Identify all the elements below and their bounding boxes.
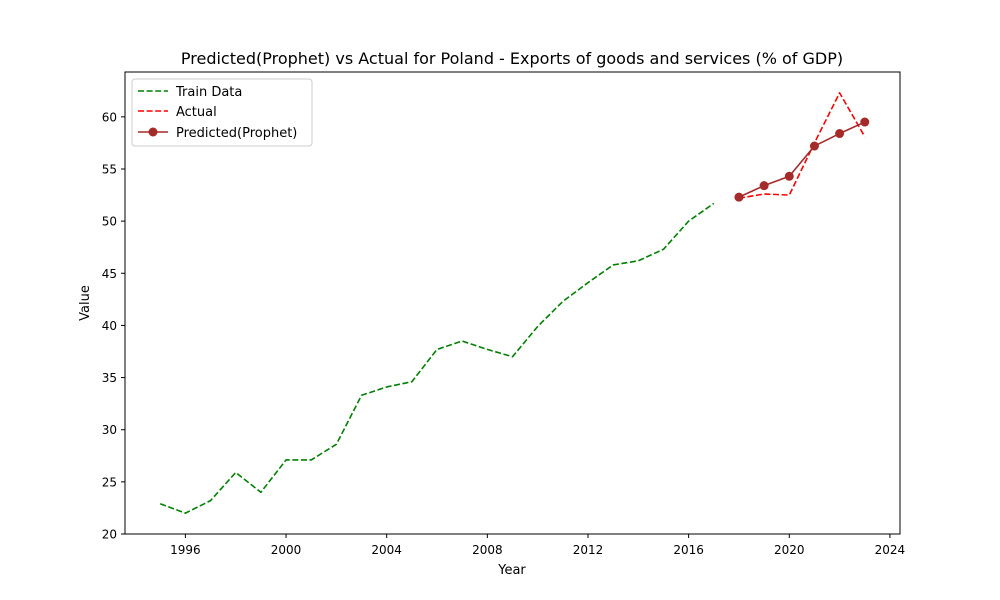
plot-area — [124, 71, 901, 535]
x-tick-label: 2000 — [271, 543, 302, 557]
y-tick-label: 45 — [102, 267, 117, 281]
x-tick-label: 2008 — [472, 543, 503, 557]
y-tick-label: 30 — [102, 423, 117, 437]
train-data-line — [159, 202, 715, 514]
predicted-point — [809, 141, 819, 151]
series-layer — [159, 92, 870, 514]
x-tick-label: 2024 — [875, 543, 906, 557]
y-tick-label: 35 — [102, 371, 117, 385]
x-tick-label: 2020 — [774, 543, 805, 557]
legend-marker-predicted — [148, 127, 158, 137]
y-tick-label: 40 — [102, 319, 117, 333]
predicted-point — [759, 181, 769, 191]
y-tick-label: 25 — [102, 475, 117, 489]
legend: Train Data Actual Predicted(Prophet) — [131, 78, 313, 147]
y-tick-label: 55 — [102, 162, 117, 176]
legend-label-actual: Actual — [176, 105, 217, 120]
predicted-point — [835, 129, 845, 139]
x-tick-label: 2012 — [573, 543, 604, 557]
predicted-point — [860, 117, 870, 127]
y-axis-label: Value — [78, 285, 93, 321]
legend-label-train: Train Data — [175, 85, 242, 100]
y-tick-label: 20 — [102, 528, 117, 542]
actual-line — [738, 92, 866, 199]
y-tick-label: 60 — [102, 110, 117, 124]
x-axis-label: Year — [497, 563, 526, 578]
y-tick-label: 50 — [102, 215, 117, 229]
x-tick-label: 2016 — [673, 543, 704, 557]
predicted-prophet-line — [738, 121, 866, 198]
legend-label-predicted: Predicted(Prophet) — [176, 126, 297, 141]
y-axis-ticks: 20 25 30 35 40 45 50 55 60 — [102, 110, 125, 542]
axes-frame — [124, 71, 901, 535]
x-tick-label: 1996 — [170, 543, 201, 557]
x-axis-ticks: 1996 2000 2004 2008 2012 2016 2020 2024 — [170, 534, 905, 557]
chart-title: Predicted(Prophet) vs Actual for Poland … — [181, 49, 843, 68]
x-tick-label: 2004 — [371, 543, 402, 557]
predicted-point — [734, 192, 744, 202]
predicted-point — [784, 171, 794, 181]
legend-box — [131, 78, 313, 147]
